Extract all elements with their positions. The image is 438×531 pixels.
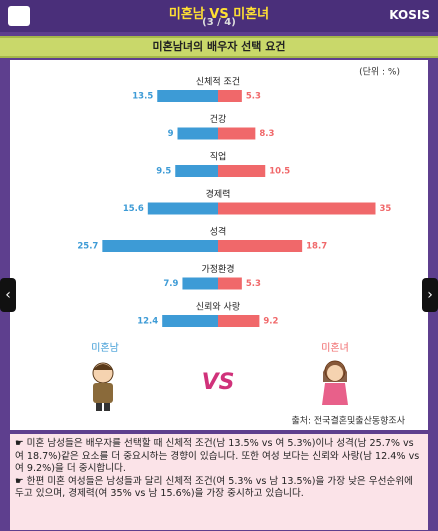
legend-label: 미혼남 xyxy=(91,341,119,354)
bar xyxy=(102,240,218,252)
bar xyxy=(218,240,303,252)
value-label: 13.5 xyxy=(132,92,153,102)
vs-label: VS xyxy=(202,370,235,395)
bar xyxy=(175,165,218,177)
category-label: 가정환경 xyxy=(201,263,234,275)
unit-label: (단위 : %) xyxy=(359,67,400,78)
category-label: 경제력 xyxy=(206,188,231,200)
page-indicator: (3 / 4) xyxy=(202,17,236,28)
value-label: 9.5 xyxy=(156,167,171,177)
description: ☛ 미혼 남성들은 배우자를 선택할 때 신체적 조건(남 13.5% vs 여… xyxy=(10,434,428,530)
source-label: 출처: 전국결혼및출산동향조사 xyxy=(291,415,405,427)
bar xyxy=(218,127,256,140)
header-bar xyxy=(0,0,438,32)
bar xyxy=(218,165,266,177)
description-text: ☛ 한편 미혼 여성들은 남성들과 달리 신체적 조건(여 5.3% vs 남 … xyxy=(15,475,413,500)
logo[interactable]: KOSIS xyxy=(389,8,430,22)
prev-arrow[interactable]: ‹ xyxy=(0,278,16,312)
woman-icon xyxy=(322,360,348,405)
bar xyxy=(218,90,242,102)
value-label: 25.7 xyxy=(77,242,98,252)
value-label: 5.3 xyxy=(246,279,261,289)
category-label: 직업 xyxy=(210,152,227,163)
header-title: 미혼남 VS 미혼녀 xyxy=(168,7,270,22)
bar xyxy=(182,277,218,290)
value-label: 8.3 xyxy=(259,129,274,139)
description-text: ☛ 미혼 남성들은 배우자를 선택할 때 신체적 조건(남 13.5% vs 여… xyxy=(15,438,420,474)
value-label: 5.3 xyxy=(246,92,261,102)
legend-label: 미혼녀 xyxy=(321,341,349,354)
bar xyxy=(157,90,218,102)
bar xyxy=(147,202,218,215)
chart-panel: (단위 : %) 미혼남 미혼녀 VS 출처: 전국결혼및출산동향조사 신체적 … xyxy=(10,60,428,430)
chart: (단위 : %) 미혼남 미혼녀 VS 출처: 전국결혼및출산동향조사 신체적 … xyxy=(77,67,405,427)
bar xyxy=(162,315,218,327)
category-label: 신뢰와 사랑 xyxy=(196,301,240,313)
bar xyxy=(218,315,260,327)
next-arrow[interactable]: › xyxy=(422,278,438,312)
value-label: 9 xyxy=(168,129,174,139)
value-label: 18.7 xyxy=(306,242,327,252)
bar xyxy=(218,202,376,215)
value-label: 12.4 xyxy=(137,317,158,327)
value-label: 35 xyxy=(380,204,392,214)
chart-title: 미혼남녀의 배우자 선택 요건 xyxy=(0,36,438,58)
value-label: 9.2 xyxy=(263,317,278,327)
bar xyxy=(218,277,242,290)
bar xyxy=(177,127,218,140)
category-label: 성격 xyxy=(210,226,227,238)
value-label: 10.5 xyxy=(269,167,290,177)
menu-button[interactable] xyxy=(8,6,30,26)
category-label: 건강 xyxy=(210,114,227,125)
value-label: 7.9 xyxy=(163,279,178,289)
value-label: 15.6 xyxy=(123,204,144,214)
category-label: 신체적 조건 xyxy=(196,76,240,88)
man-icon xyxy=(92,362,114,411)
